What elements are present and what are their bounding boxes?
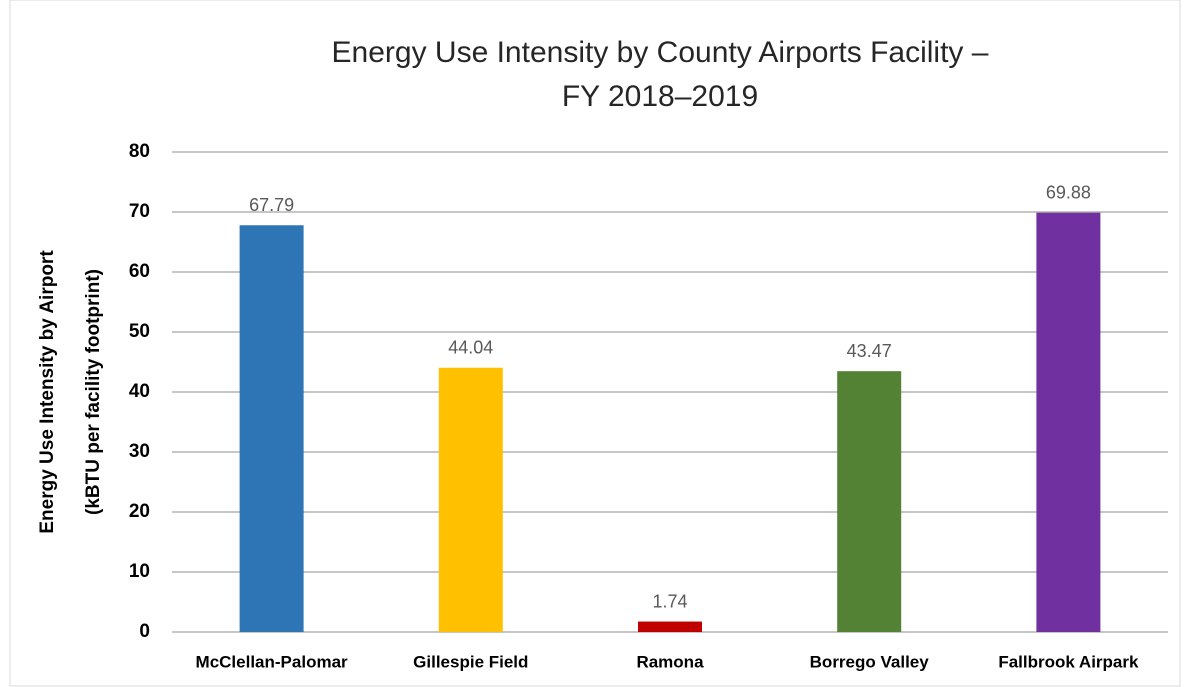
x-tick-label: Fallbrook Airpark xyxy=(998,652,1139,671)
value-label: 1.74 xyxy=(652,591,687,611)
y-axis-label: Energy Use Intensity by Airport xyxy=(37,250,58,534)
value-label: 67.79 xyxy=(249,195,294,215)
x-tick-label: Gillespie Field xyxy=(413,652,528,671)
x-tick-label: Borrego Valley xyxy=(810,652,930,671)
bar xyxy=(638,621,702,632)
bar xyxy=(837,371,902,632)
x-tick-label: Ramona xyxy=(636,652,704,671)
y-tick-label: 40 xyxy=(129,381,150,402)
chart-title: Energy Use Intensity by County Airports … xyxy=(332,36,989,69)
y-axis-label: (kBTU per facility footprint) xyxy=(83,269,104,515)
y-tick-label: 70 xyxy=(129,201,150,222)
x-tick-label: McClellan-Palomar xyxy=(196,652,348,671)
y-tick-label: 0 xyxy=(139,621,150,642)
bar xyxy=(1036,212,1101,632)
value-label: 44.04 xyxy=(448,338,493,358)
y-tick-label: 10 xyxy=(129,561,150,582)
y-tick-label: 80 xyxy=(129,141,150,162)
value-label: 69.88 xyxy=(1046,182,1091,202)
y-tick-label: 60 xyxy=(129,261,150,282)
bar xyxy=(239,225,304,632)
chart-title: FY 2018–2019 xyxy=(562,80,758,113)
y-tick-label: 50 xyxy=(129,321,150,342)
y-tick-label: 20 xyxy=(129,501,150,522)
value-label: 43.47 xyxy=(847,341,892,361)
y-tick-label: 30 xyxy=(129,441,150,462)
bar xyxy=(438,367,503,632)
